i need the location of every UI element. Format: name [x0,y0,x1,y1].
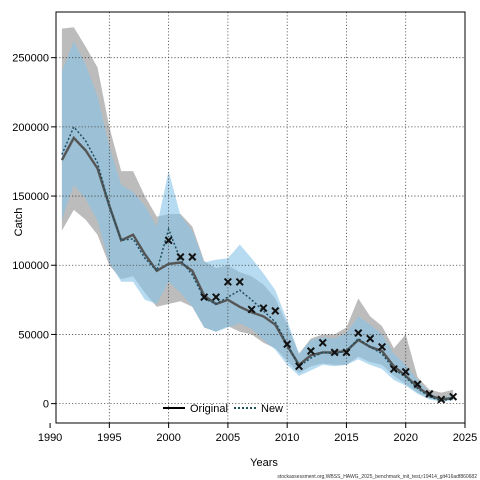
observed-point-stroke [259,304,268,313]
x-tick-label-1995: 1995 [97,432,121,444]
observed-point-stroke [389,365,398,374]
x-tick-label-2025: 2025 [453,432,477,444]
observed-point-stroke [283,340,292,349]
observed-point [378,342,387,351]
observed-point-stroke [437,395,446,404]
observed-point-stroke [366,334,375,343]
observed-point [164,236,173,245]
observed-point [342,348,351,357]
observed-point-stroke [318,338,327,347]
legend: Original New [163,403,283,415]
observed-point-stroke [295,362,304,371]
observed-point-stroke [247,305,256,314]
x-axis-title: Years [250,457,278,469]
observed-point [247,305,256,314]
y-tick-label-50000: 50000 [18,329,49,341]
observed-point-stroke [449,392,458,401]
y-tick-label-200000: 200000 [12,122,49,134]
observed-point-stroke [200,293,209,302]
observed-point [425,389,434,398]
source-footnote: stockassessment.org,WBSS_HAWG_2025_bench… [277,474,477,480]
observed-point-stroke [212,293,221,302]
x-tick-label-2000: 2000 [156,432,180,444]
observed-point [200,293,209,302]
observed-point [366,334,375,343]
line-original [60,135,454,401]
observed-point [389,365,398,374]
y-tick-label-250000: 250000 [12,53,49,65]
observed-point [235,277,244,286]
x-tick-label-2020: 2020 [393,432,417,444]
confidence-bands [61,27,454,402]
band-new [61,41,454,402]
observed-point [401,367,410,376]
observed-point [176,252,185,261]
plot-frame [55,11,466,424]
observed-point-stroke [354,329,363,338]
observed-point-stroke [235,277,244,286]
line-new [61,125,454,402]
x-tick-label-2010: 2010 [275,432,299,444]
observed-point [212,293,221,302]
observed-point-stroke [271,306,280,315]
observed-point-stroke [378,342,387,351]
axes: 1990 1995 2000 2005 2010 2015 2020 2025 0 50000 10… [12,53,477,444]
observed-point-stroke [188,252,197,261]
observed-point-stroke [413,380,422,389]
observed-point [283,340,292,349]
x-tick-label-2005: 2005 [216,432,240,444]
legend-label-new: New [261,403,283,415]
y-tick-label-150000: 150000 [12,191,49,203]
observed-points [164,236,458,404]
observed-point [223,277,232,286]
x-tick-label-2015: 2015 [334,432,358,444]
observed-point [295,362,304,371]
observed-point-stroke [425,389,434,398]
observed-point [271,306,280,315]
observed-point [306,347,315,356]
observed-point [330,348,339,357]
observed-point-stroke [401,367,410,376]
observed-point [413,380,422,389]
y-tick-label-100000: 100000 [12,260,49,272]
observed-point [449,392,458,401]
band-original [61,27,454,401]
observed-point [354,329,363,338]
series-lines [60,125,454,402]
observed-point-stroke [164,236,173,245]
legend-label-original: Original [190,403,228,415]
observed-point-stroke [330,348,339,357]
observed-point [259,304,268,313]
x-tick-label-1990: 1990 [38,432,62,444]
observed-point [318,338,327,347]
observed-point [188,252,197,261]
observed-point-stroke [223,277,232,286]
observed-point-stroke [342,348,351,357]
y-axis-title: Catch [13,208,25,237]
observed-point [437,395,446,404]
y-tick-label-0: 0 [43,399,49,411]
grid-lines [56,12,465,423]
observed-point-stroke [306,347,315,356]
observed-point-stroke [176,252,185,261]
